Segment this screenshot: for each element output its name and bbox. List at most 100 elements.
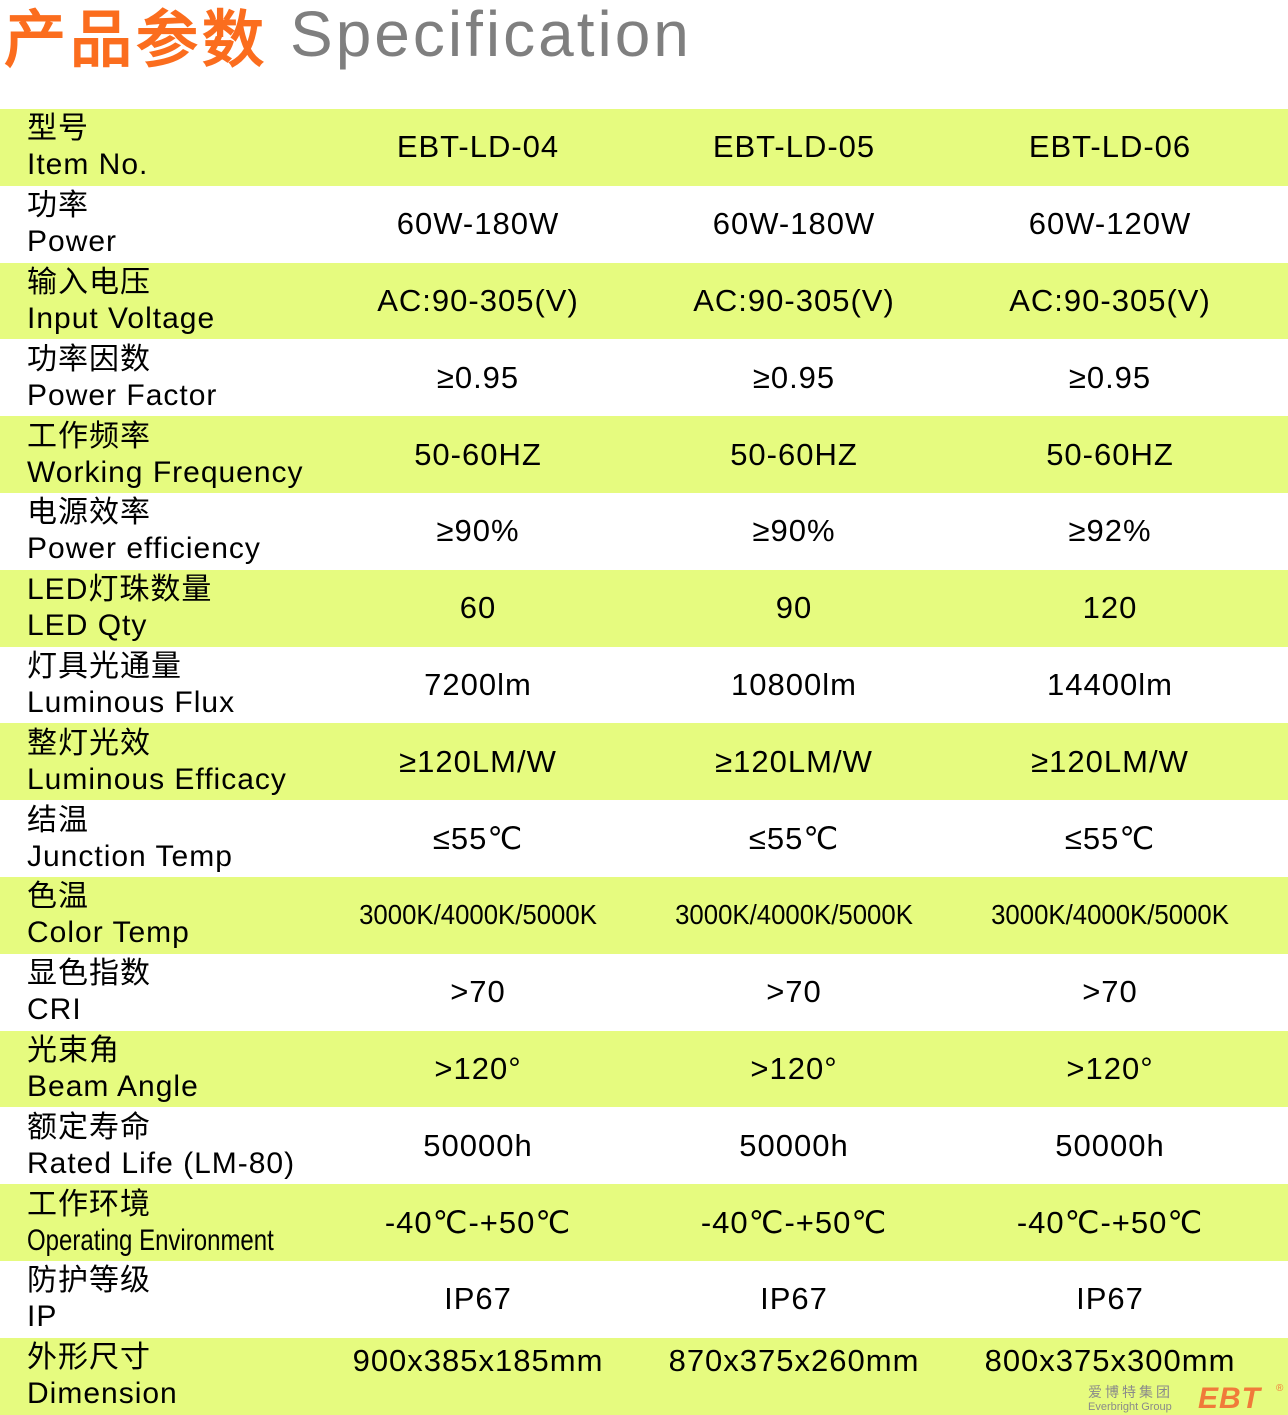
row-label: 显色指数 CRI <box>0 956 320 1028</box>
table-row: 功率因数 Power Factor ≥0.95 ≥0.95 ≥0.95 <box>0 339 1288 416</box>
table-cell: ≥0.95 <box>436 359 520 395</box>
table-cell: 870x375x260mm <box>668 1342 920 1378</box>
row-label: 型号 Item No. <box>0 111 320 183</box>
row-label-en: Power <box>27 225 118 259</box>
row-label-cn: 功率因数 <box>27 342 151 376</box>
table-row: 灯具光通量 Luminous Flux 7200lm 10800lm 14400lm <box>0 647 1288 724</box>
table-row: 工作频率 Working Frequency 50-60HZ 50-60HZ 50-6… <box>0 416 1288 493</box>
table-cell: 14400lm <box>1047 666 1173 702</box>
row-label-en: Item No. <box>27 148 149 182</box>
row-label-cn: 外形尺寸 <box>27 1341 151 1375</box>
table-row: 电源效率 Power efficiency ≥90% ≥90% ≥92% <box>0 493 1288 570</box>
table-row: 型号 Item No. EBT-LD-04 EBT-LD-05 EBT-LD-06 <box>0 109 1288 186</box>
row-label-en: Operating Environment <box>27 1223 274 1257</box>
row-label-cn: 色温 <box>27 880 89 914</box>
row-label: 防护等级 IP <box>0 1263 320 1335</box>
row-label-cn: 电源效率 <box>27 496 151 530</box>
table-cell: ≥120LM/W <box>1031 743 1189 779</box>
row-label-cn: 整灯光效 <box>27 726 151 760</box>
row-label-en: Color Temp <box>27 916 190 950</box>
table-cell: 3000K/4000K/5000K <box>991 899 1229 931</box>
table-cell: >70 <box>766 974 822 1010</box>
table-cell: ≤55℃ <box>748 820 840 856</box>
table-cell: 90 <box>775 590 813 626</box>
row-label: 功率 Power <box>0 188 320 260</box>
table-cell: ≥92% <box>1068 513 1152 549</box>
table-row: 显色指数 CRI >70 >70 >70 <box>0 954 1288 1031</box>
row-label-en: Dimension <box>27 1377 178 1411</box>
row-label: 灯具光通量 Luminous Flux <box>0 649 320 721</box>
company-logo: 爱博特集团 Everbright Group EBT ® <box>1088 1382 1288 1415</box>
table-cell: 900x385x185mm <box>352 1342 604 1378</box>
table-cell: IP67 <box>760 1281 828 1317</box>
logo-cn: 爱博特集团 <box>1088 1384 1173 1400</box>
table-cell: ≥0.95 <box>1068 359 1152 395</box>
row-label: 额定寿命 Rated Life (LM-80) <box>0 1110 320 1182</box>
row-label-en: IP <box>27 1300 58 1334</box>
row-label: 色温 Color Temp <box>0 879 320 951</box>
table-cell: 3000K/4000K/5000K <box>359 899 597 931</box>
row-label: 结温 Junction Temp <box>0 803 320 875</box>
table-cell: >120° <box>1066 1050 1154 1086</box>
row-label-cn: 显色指数 <box>27 957 151 991</box>
table-cell: 60 <box>459 590 497 626</box>
table-row: 光束角 Beam Angle >120° >120° >120° <box>0 1030 1288 1108</box>
row-label: 工作频率 Working Frequency <box>0 419 320 491</box>
table-cell: IP67 <box>444 1281 512 1317</box>
table-cell: ≥0.95 <box>752 359 836 395</box>
table-row: 防护等级 IP IP67 IP67 IP67 <box>0 1261 1288 1338</box>
table-row: 整灯光效 Luminous Efficacy ≥120LM/W ≥120LM/W ≥1… <box>0 723 1288 801</box>
row-label: 电源效率 Power efficiency <box>0 495 320 567</box>
row-label-en: Rated Life (LM-80) <box>27 1146 296 1180</box>
table-row: 色温 Color Temp 3000K/4000K/5000K 3000K/4000… <box>0 876 1288 954</box>
row-label-en: Power efficiency <box>27 532 261 566</box>
table-cell: 50-60HZ <box>414 436 542 472</box>
table-cell: 3000K/4000K/5000K <box>675 899 913 931</box>
table-cell: 60W-180W <box>396 206 560 242</box>
title-en: Specification <box>290 0 692 70</box>
table-row: 额定寿命 Rated Life (LM-80) 50000h 50000h 50000… <box>0 1107 1288 1184</box>
table-row: 功率 Power 60W-180W 60W-180W 60W-120W <box>0 186 1288 263</box>
table-cell: 50000h <box>1055 1127 1165 1163</box>
table-row: 外形尺寸 Dimension 900x385x185mm 870x375x260mm… <box>0 1337 1288 1415</box>
row-label-cn: 工作频率 <box>27 419 151 453</box>
table-cell: AC:90-305(V) <box>1009 282 1211 318</box>
table-cell: 60W-120W <box>1028 206 1192 242</box>
page-title: 产品参数 Specification <box>4 0 692 75</box>
row-label-cn: 光束角 <box>27 1033 120 1067</box>
row-label-en: Luminous Efficacy <box>27 762 287 796</box>
row-label-cn: 输入电压 <box>27 265 151 299</box>
table-cell: 50000h <box>739 1127 849 1163</box>
table-cell: 10800lm <box>731 666 857 702</box>
row-label: 整灯光效 Luminous Efficacy <box>0 726 320 798</box>
logo-en: Everbright Group <box>1088 1401 1172 1413</box>
table-cell: AC:90-305(V) <box>377 282 579 318</box>
table-cell: EBT-LD-06 <box>1028 129 1192 165</box>
table-cell: >120° <box>750 1050 838 1086</box>
row-label-cn: LED灯珠数量 <box>27 573 213 607</box>
row-label-cn: 功率 <box>27 189 89 223</box>
row-label: 输入电压 Input Voltage <box>0 265 320 337</box>
spec-table: 型号 Item No. EBT-LD-04 EBT-LD-05 EBT-LD-06 功… <box>0 109 1288 1415</box>
table-cell: ≥120LM/W <box>399 743 557 779</box>
row-label: 功率因数 Power Factor <box>0 342 320 414</box>
row-label-en: Luminous Flux <box>27 685 236 719</box>
table-cell: IP67 <box>1076 1281 1144 1317</box>
table-cell: -40℃-+50℃ <box>384 1204 572 1240</box>
row-label: 光束角 Beam Angle <box>0 1033 320 1105</box>
table-cell: ≤55℃ <box>1064 820 1156 856</box>
table-cell: -40℃-+50℃ <box>700 1204 888 1240</box>
table-cell: 120 <box>1082 590 1138 626</box>
row-label-cn: 型号 <box>27 112 89 146</box>
row-label-en: Beam Angle <box>27 1069 199 1103</box>
table-cell: >70 <box>450 974 506 1010</box>
row-label-cn: 灯具光通量 <box>27 649 182 683</box>
table-row: 工作环境 Operating Environment -40℃-+50℃ -40℃-… <box>0 1184 1288 1261</box>
table-cell: EBT-LD-04 <box>396 129 560 165</box>
table-cell: 60W-180W <box>712 206 876 242</box>
row-label-cn: 防护等级 <box>27 1264 151 1298</box>
table-row: LED灯珠数量 LED Qty 60 90 120 <box>0 569 1288 647</box>
table-cell: >120° <box>434 1050 522 1086</box>
logo-registered: ® <box>1276 1383 1284 1394</box>
logo-brand: EBT <box>1198 1382 1261 1415</box>
